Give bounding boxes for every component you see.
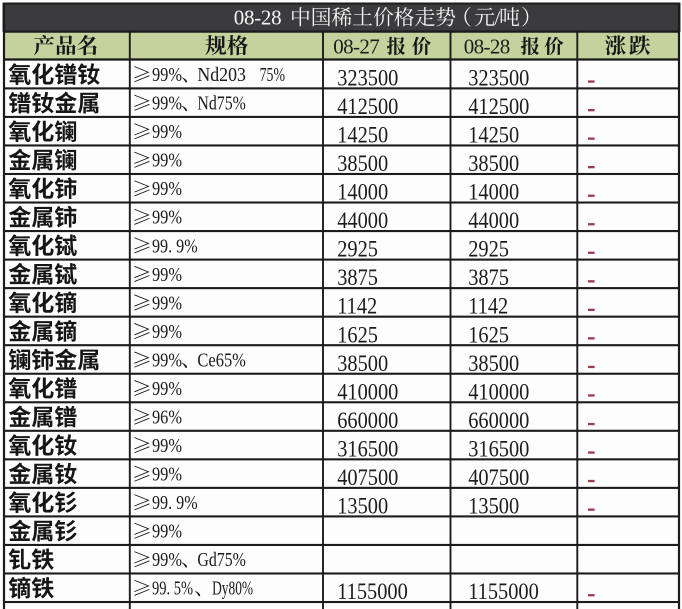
svg-text:323500: 323500 xyxy=(337,65,398,90)
svg-text:14000: 14000 xyxy=(337,179,388,204)
svg-text:99%: 99% xyxy=(152,379,182,400)
svg-text:323500: 323500 xyxy=(468,65,529,90)
svg-text:08-28: 08-28 xyxy=(464,34,511,58)
svg-text:316500: 316500 xyxy=(468,436,529,461)
svg-text:08-27: 08-27 xyxy=(333,34,380,58)
svg-text:38500: 38500 xyxy=(337,151,388,176)
svg-text:Dy80%: Dy80% xyxy=(212,578,253,599)
svg-text:99%: 99% xyxy=(152,550,182,571)
svg-text:44000: 44000 xyxy=(468,208,519,233)
svg-text:407500: 407500 xyxy=(337,465,398,490)
svg-text:412500: 412500 xyxy=(337,94,398,119)
svg-text:96%: 96% xyxy=(152,407,182,428)
svg-text:13500: 13500 xyxy=(337,493,388,518)
svg-text:660000: 660000 xyxy=(337,408,398,433)
svg-text:412500: 412500 xyxy=(468,94,529,119)
svg-text:1155000: 1155000 xyxy=(468,579,539,604)
svg-text:99%: 99% xyxy=(152,350,182,371)
svg-text:99%: 99% xyxy=(152,521,182,542)
svg-text:13500: 13500 xyxy=(468,493,519,518)
svg-text:14250: 14250 xyxy=(337,122,388,147)
svg-text:407500: 407500 xyxy=(468,465,529,490)
svg-text:3875: 3875 xyxy=(468,265,509,290)
svg-text:660000: 660000 xyxy=(468,408,529,433)
svg-text:38500: 38500 xyxy=(468,351,519,376)
svg-text:/: / xyxy=(495,7,501,29)
svg-text:99%: 99% xyxy=(152,293,182,314)
svg-text:Ce65%: Ce65% xyxy=(197,350,246,371)
svg-text:2925: 2925 xyxy=(337,237,378,262)
svg-text:99%: 99% xyxy=(152,65,182,86)
svg-text:1625: 1625 xyxy=(337,322,378,347)
svg-text:99. 5%: 99. 5% xyxy=(152,578,193,599)
svg-text:99%: 99% xyxy=(152,464,182,485)
svg-text:410000: 410000 xyxy=(337,379,398,404)
svg-text:14250: 14250 xyxy=(468,122,519,147)
svg-text:99%: 99% xyxy=(152,93,182,114)
svg-text:99. 9%: 99. 9% xyxy=(152,493,198,514)
svg-text:75%: 75% xyxy=(260,65,285,86)
svg-text:99%: 99% xyxy=(152,122,182,143)
svg-text:99%: 99% xyxy=(152,322,182,343)
svg-text:Nd75%: Nd75% xyxy=(197,93,246,114)
svg-text:316500: 316500 xyxy=(337,436,398,461)
svg-text:2925: 2925 xyxy=(468,237,509,262)
svg-text:99%: 99% xyxy=(152,179,182,200)
svg-text:44000: 44000 xyxy=(337,208,388,233)
svg-text:Gd75%: Gd75% xyxy=(197,550,246,571)
svg-text:38500: 38500 xyxy=(468,151,519,176)
svg-text:1142: 1142 xyxy=(468,294,508,319)
svg-text:3875: 3875 xyxy=(337,265,378,290)
svg-text:1142: 1142 xyxy=(337,294,377,319)
svg-text:410000: 410000 xyxy=(468,379,529,404)
svg-text:1155000: 1155000 xyxy=(337,579,408,604)
svg-text:38500: 38500 xyxy=(337,351,388,376)
svg-text:99%: 99% xyxy=(152,150,182,171)
svg-text:99. 9%: 99. 9% xyxy=(152,236,198,257)
svg-text:14000: 14000 xyxy=(468,179,519,204)
svg-text:99%: 99% xyxy=(152,207,182,228)
svg-text:99%: 99% xyxy=(152,436,182,457)
svg-text:Nd203: Nd203 xyxy=(197,65,246,86)
svg-text:1625: 1625 xyxy=(468,322,509,347)
svg-text:08-28: 08-28 xyxy=(234,5,282,29)
svg-text:99%: 99% xyxy=(152,265,182,286)
